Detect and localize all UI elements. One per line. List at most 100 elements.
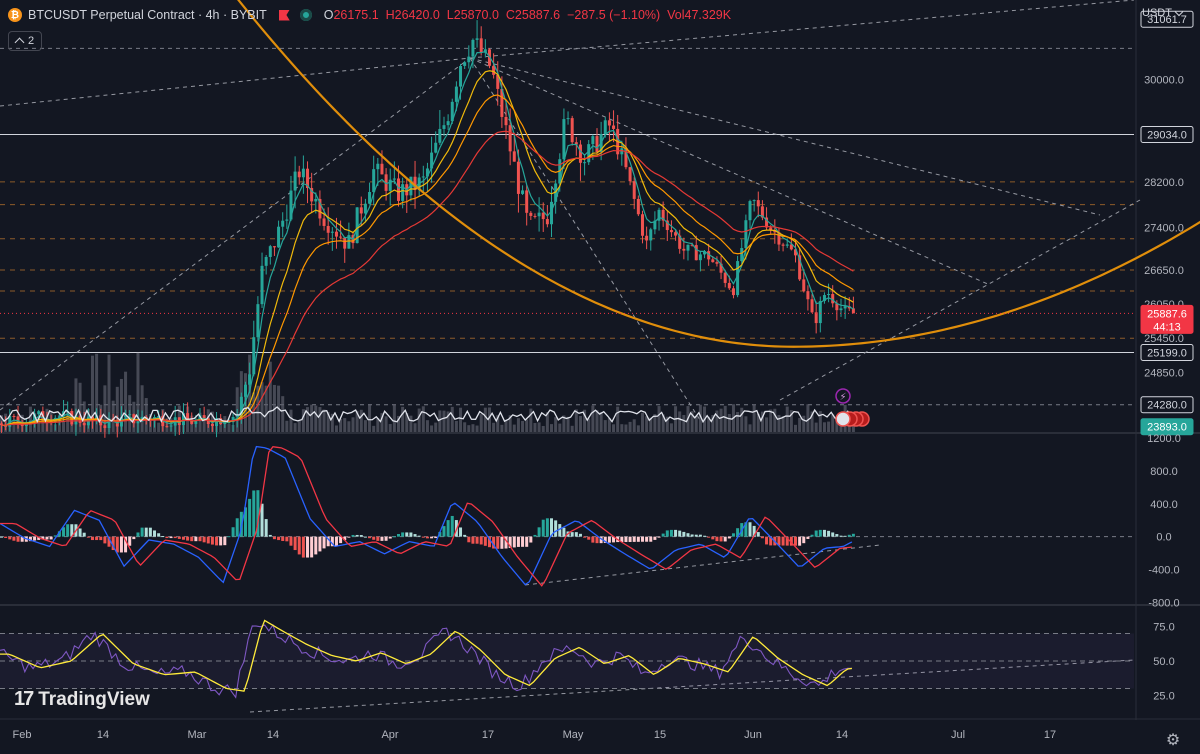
currency-label: USDT xyxy=(1142,7,1172,19)
volume-bar xyxy=(587,418,591,432)
macd-histogram-bar xyxy=(425,536,429,539)
candle-body xyxy=(682,248,686,251)
candle-body xyxy=(103,425,107,429)
volume-bar xyxy=(409,415,413,432)
currency-selector[interactable]: USDT xyxy=(1142,4,1190,22)
volume-bar xyxy=(690,411,694,432)
gear-icon[interactable]: ⚙ xyxy=(1165,732,1181,749)
tradingview-logo-icon: 17 xyxy=(14,688,34,710)
macd-histogram-bar xyxy=(260,503,264,537)
macd-histogram-bar xyxy=(347,536,351,538)
market-status-icon[interactable] xyxy=(299,9,312,21)
lightning-event-icon xyxy=(835,388,851,404)
volume-bar xyxy=(806,404,810,432)
macd-histogram-bar xyxy=(363,536,367,538)
macd-histogram-bar xyxy=(483,536,487,546)
volume-bar xyxy=(698,404,702,432)
candle-body xyxy=(363,203,367,214)
macd-histogram-bar xyxy=(95,536,99,541)
volume-bar xyxy=(529,408,533,432)
candle-body xyxy=(459,65,463,87)
volume-bar xyxy=(802,415,806,432)
macd-histogram-bar xyxy=(306,536,310,558)
macd-histogram-bar xyxy=(847,534,851,537)
candle-body xyxy=(157,416,161,418)
open-value: 26175.1 xyxy=(333,8,379,22)
volume-bar xyxy=(789,410,793,432)
macd-histogram-bar xyxy=(690,534,694,537)
trend-line xyxy=(469,0,1135,59)
candle-body xyxy=(74,415,78,425)
candle-body xyxy=(281,220,285,227)
macd-histogram-bar xyxy=(711,536,715,540)
symbol-title[interactable]: BTCUSDT Perpetual Contract · 4h · BYBIT xyxy=(28,8,267,22)
candle-body xyxy=(252,337,256,375)
volume-bar xyxy=(425,420,429,432)
macd-histogram-bar xyxy=(206,536,210,544)
macd-histogram-bar xyxy=(686,533,690,537)
flag-icon[interactable] xyxy=(278,9,290,21)
price-label-box xyxy=(1140,418,1194,436)
macd-histogram-bar xyxy=(421,536,425,538)
price-tick-label: 24850.0 xyxy=(1144,367,1184,379)
trend-line xyxy=(524,544,881,586)
candle-body xyxy=(595,136,599,152)
candle-body xyxy=(409,176,413,196)
macd-histogram-bar xyxy=(707,536,711,538)
collapse-indicators-button[interactable]: 2 xyxy=(8,31,42,51)
volume-bar xyxy=(37,416,41,432)
volume-bar xyxy=(359,409,363,432)
candle-body xyxy=(727,282,731,289)
candle-body xyxy=(752,200,756,202)
macd-histogram-bar xyxy=(293,536,297,551)
candle-body xyxy=(202,415,206,419)
candle-body xyxy=(740,248,744,262)
macd-histogram-bar xyxy=(388,536,392,539)
macd-histogram-bar xyxy=(144,527,148,537)
volume-bar xyxy=(525,419,529,432)
candle-body xyxy=(314,198,318,202)
candle-body xyxy=(603,120,607,135)
volume-bar xyxy=(822,422,826,432)
candle-body xyxy=(814,312,818,324)
volume-bar xyxy=(682,415,686,432)
volume-bar xyxy=(446,411,450,432)
macd-line xyxy=(0,445,853,586)
candle-body xyxy=(731,288,735,296)
price-tick-label: 27400.0 xyxy=(1144,222,1184,234)
macd-histogram-bar xyxy=(657,536,661,538)
volume-bar xyxy=(578,416,582,432)
macd-histogram-bar xyxy=(28,536,32,542)
macd-histogram-bar xyxy=(33,536,37,541)
candle-body xyxy=(537,212,541,217)
candle-body xyxy=(843,306,847,309)
macd-tick-label: 0.0 xyxy=(1156,532,1171,544)
candle-body xyxy=(798,255,802,280)
candle-body xyxy=(326,225,330,233)
candle-body xyxy=(756,200,760,207)
macd-histogram-bar xyxy=(301,536,305,558)
macd-histogram-bar xyxy=(636,536,640,542)
macd-histogram-bar xyxy=(591,536,595,543)
macd-histogram-bar xyxy=(521,536,525,547)
candle-body xyxy=(587,144,591,163)
macd-histogram-bar xyxy=(533,534,537,537)
candle-body xyxy=(781,244,785,246)
candle-body xyxy=(450,101,454,122)
macd-histogram-bar xyxy=(99,536,103,541)
volume-bar xyxy=(248,354,252,432)
candle-body xyxy=(430,152,434,169)
macd-histogram-bar xyxy=(177,536,181,539)
tradingview-watermark[interactable]: 17 TradingView xyxy=(14,688,150,711)
volume-bar xyxy=(289,409,293,432)
time-tick-label: 14 xyxy=(97,729,109,741)
macd-histogram-bar xyxy=(405,532,409,537)
macd-histogram-bar xyxy=(140,527,144,537)
macd-histogram-bar xyxy=(310,536,314,558)
candle-body xyxy=(421,176,425,178)
price-label-text: 29034.0 xyxy=(1147,129,1187,141)
candle-body xyxy=(301,168,305,178)
candle-body xyxy=(243,384,247,397)
volume-value: Vol47.329K xyxy=(667,8,732,22)
